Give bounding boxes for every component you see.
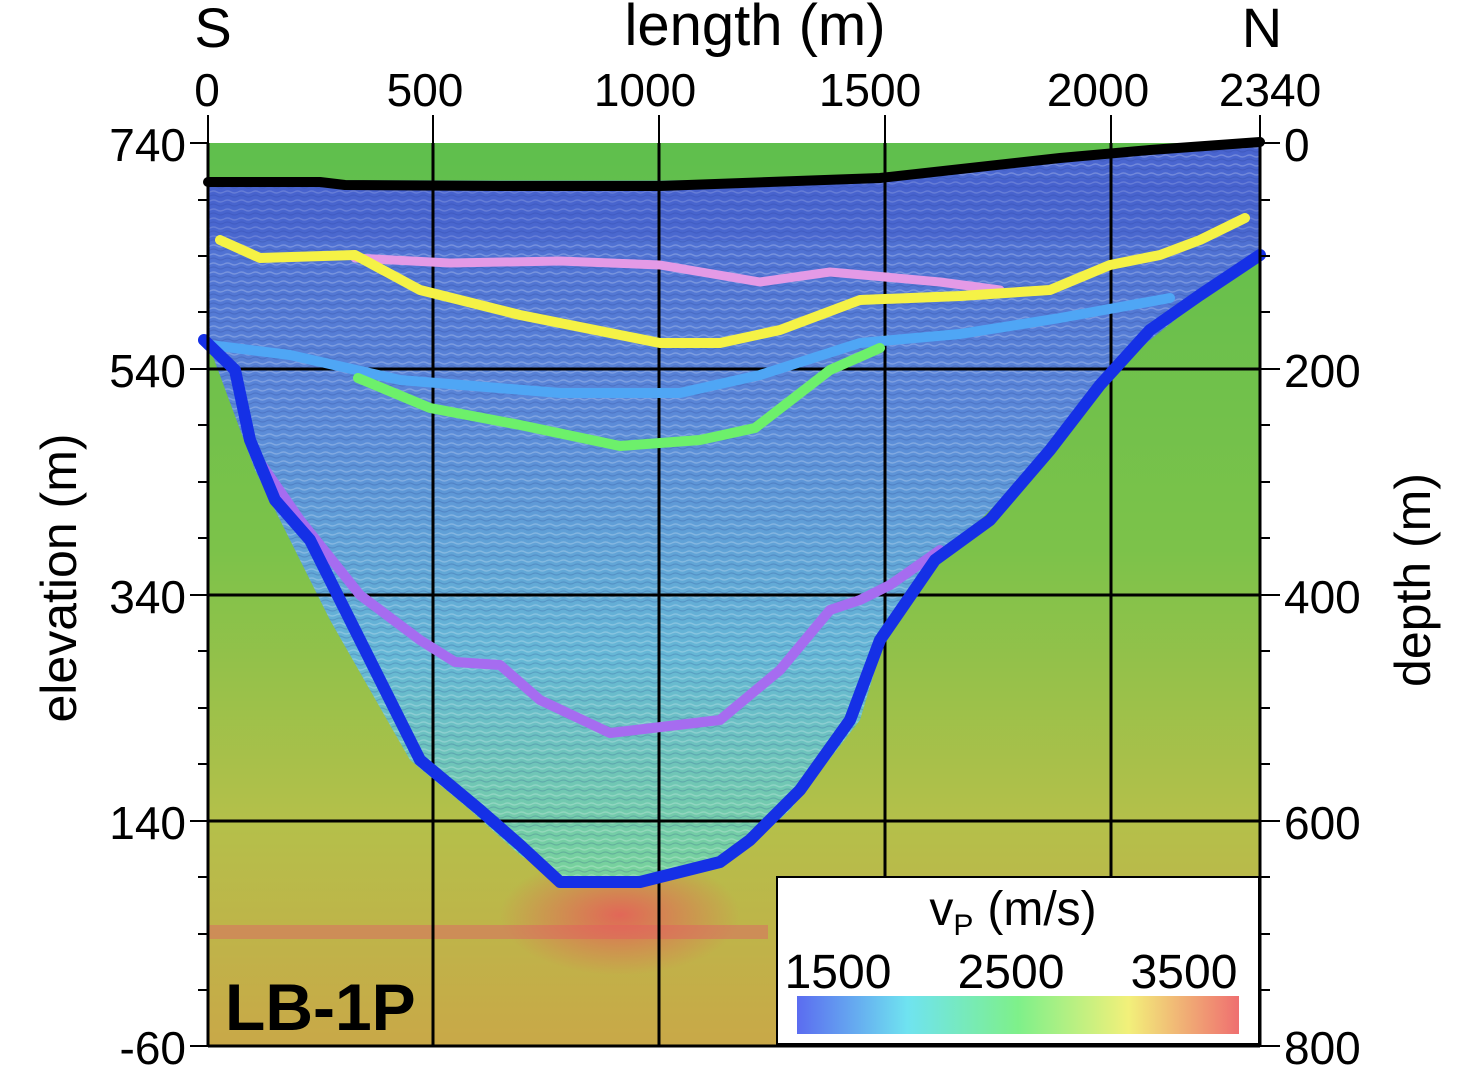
depth-tick-label: 400 [1284, 571, 1361, 623]
direction-south-label: S [194, 0, 231, 59]
colorbar-legend: vP (m/s) 1500 2500 3500 [776, 876, 1260, 1045]
top-tick-label: 1000 [594, 64, 696, 116]
top-tick-label: 2000 [1047, 64, 1149, 116]
colorbar-title-subscript: P [953, 909, 973, 942]
top-tick-label: 500 [387, 64, 464, 116]
colorbar-tick-label: 1500 [785, 946, 892, 999]
top-axis-title: length (m) [624, 0, 885, 58]
colorbar-title-unit: (m/s) [987, 883, 1096, 936]
elevation-tick-label: 140 [109, 797, 186, 849]
profile-id-label: LB-1P [225, 970, 416, 1044]
purple-horizon [250, 450, 945, 738]
depth-tick-label: 0 [1284, 119, 1310, 171]
elevation-tick-label: 740 [109, 119, 186, 171]
left-axis-title: elevation (m) [31, 434, 87, 723]
elevation-tick-label: -60 [120, 1022, 186, 1074]
ground-surface [203, 137, 1265, 191]
depth-tick-label: 600 [1284, 797, 1361, 849]
elevation-tick-label: 340 [109, 571, 186, 623]
elevation-tick-label: 540 [109, 345, 186, 397]
colorbar-tick-label: 2500 [958, 946, 1065, 999]
top-tick-label: 0 [194, 64, 220, 116]
yellow-horizon [215, 213, 1250, 348]
green-horizon [353, 343, 885, 451]
colorbar-tick-label: 3500 [1131, 946, 1238, 999]
light-blue-horizon [205, 293, 1175, 398]
colorbar-title-v: v [929, 883, 953, 936]
direction-north-label: N [1242, 0, 1282, 59]
right-axis-title: depth (m) [1385, 473, 1441, 687]
tick-marks [190, 115, 1280, 1047]
horizons [198, 137, 1266, 888]
top-tick-label: 1500 [819, 64, 921, 116]
colorbar-title: vP (m/s) [929, 883, 1096, 942]
depth-tick-label: 800 [1284, 1022, 1361, 1074]
basin-base-horizon [198, 249, 1266, 888]
colorbar-gradient [797, 996, 1239, 1034]
depth-tick-label: 200 [1284, 345, 1361, 397]
pink-horizon [350, 253, 1005, 295]
top-tick-label: 2340 [1219, 64, 1321, 116]
